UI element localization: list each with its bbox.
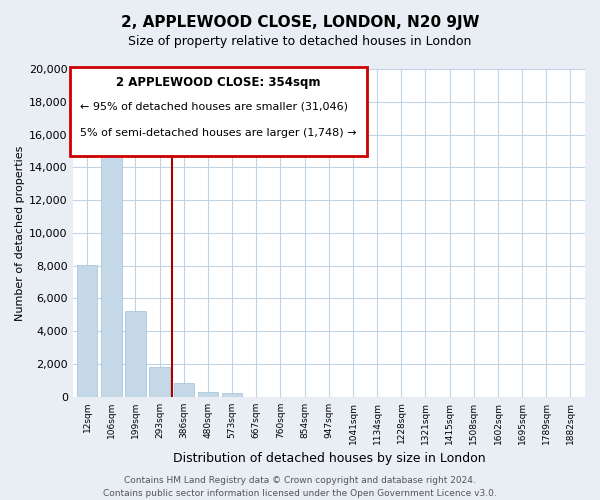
Text: 5% of semi-detached houses are larger (1,748) →: 5% of semi-detached houses are larger (1… <box>80 128 357 138</box>
Text: ← 95% of detached houses are smaller (31,046): ← 95% of detached houses are smaller (31… <box>80 102 349 112</box>
Bar <box>125 310 146 396</box>
Text: 2, APPLEWOOD CLOSE, LONDON, N20 9JW: 2, APPLEWOOD CLOSE, LONDON, N20 9JW <box>121 15 479 30</box>
Bar <box>101 124 122 396</box>
Text: 2 APPLEWOOD CLOSE: 354sqm: 2 APPLEWOOD CLOSE: 354sqm <box>116 76 321 88</box>
X-axis label: Distribution of detached houses by size in London: Distribution of detached houses by size … <box>173 452 485 465</box>
Bar <box>173 383 194 396</box>
Y-axis label: Number of detached properties: Number of detached properties <box>15 145 25 320</box>
Text: Contains HM Land Registry data © Crown copyright and database right 2024.
Contai: Contains HM Land Registry data © Crown c… <box>103 476 497 498</box>
Bar <box>222 394 242 396</box>
Bar <box>149 367 170 396</box>
Text: Size of property relative to detached houses in London: Size of property relative to detached ho… <box>128 35 472 48</box>
Bar <box>198 392 218 396</box>
FancyBboxPatch shape <box>70 68 367 156</box>
Bar <box>77 265 97 396</box>
